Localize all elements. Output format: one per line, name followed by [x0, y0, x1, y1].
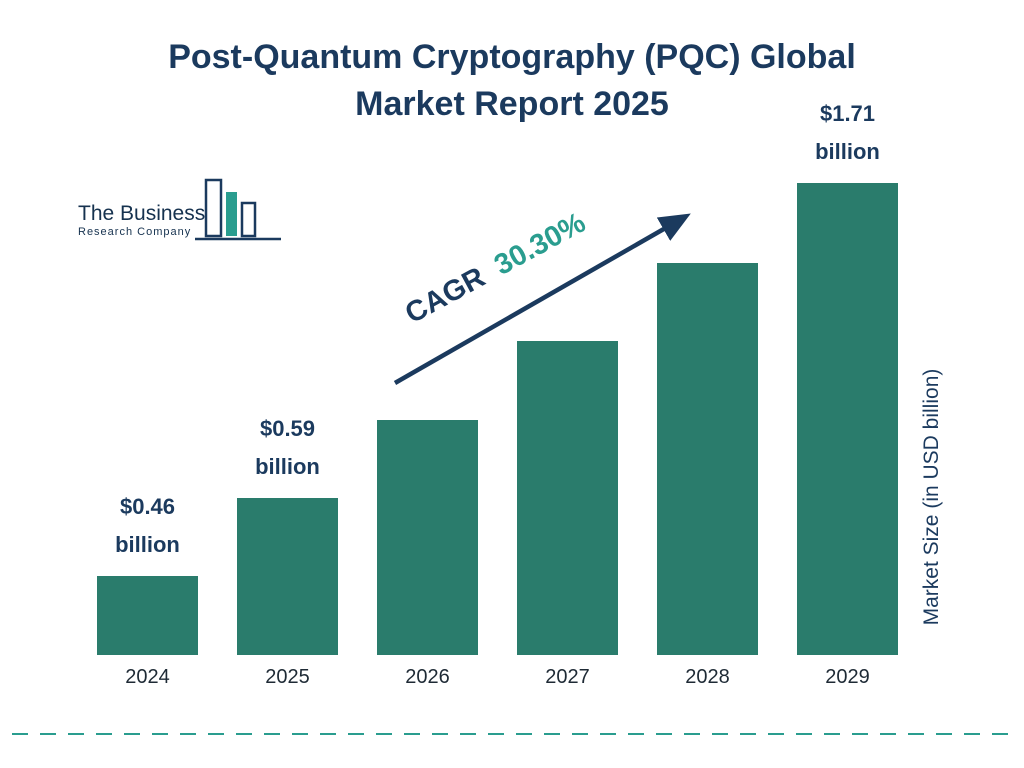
- bar-2029: [797, 183, 898, 655]
- logo-text-line1: The Business: [78, 202, 206, 225]
- bottom-dashed-line: [12, 733, 1012, 735]
- value-label-2029: $1.71 billion: [768, 95, 928, 171]
- value-amount-2029: $1.71: [819, 101, 876, 126]
- bar-2026: [377, 420, 478, 655]
- x-tick-2027: 2027: [545, 666, 590, 688]
- value-amount-2024: $0.46: [119, 494, 176, 519]
- x-tick-2025: 2025: [265, 666, 310, 688]
- x-tick-2026: 2026: [405, 666, 450, 688]
- bar-2027: [517, 341, 618, 655]
- chart-title: Post-Quantum Cryptography (PQC) Global M…: [168, 38, 856, 123]
- x-tick-2029: 2029: [825, 666, 870, 688]
- y-axis-label: Market Size (in USD billion): [920, 368, 943, 626]
- value-amount-2025: $0.59: [259, 416, 316, 441]
- x-tick-2024: 2024: [125, 666, 170, 688]
- logo-text-line2: Research Company: [78, 226, 192, 238]
- x-tick-2028: 2028: [685, 666, 730, 688]
- company-logo: The Business Research Company: [78, 202, 205, 238]
- value-unit-2024: billion: [115, 532, 180, 557]
- cagr-trend-arrow: [393, 213, 691, 385]
- value-unit-2029: billion: [815, 139, 880, 164]
- value-label-2025: $0.59 billion: [208, 410, 368, 486]
- bar-2024: [97, 576, 198, 655]
- value-unit-2025: billion: [255, 454, 320, 479]
- logo-bar-chart-icon: [195, 178, 281, 241]
- value-label-2024: $0.46 billion: [68, 488, 228, 564]
- bar-2028: [657, 263, 758, 655]
- bar-2025: [237, 498, 338, 655]
